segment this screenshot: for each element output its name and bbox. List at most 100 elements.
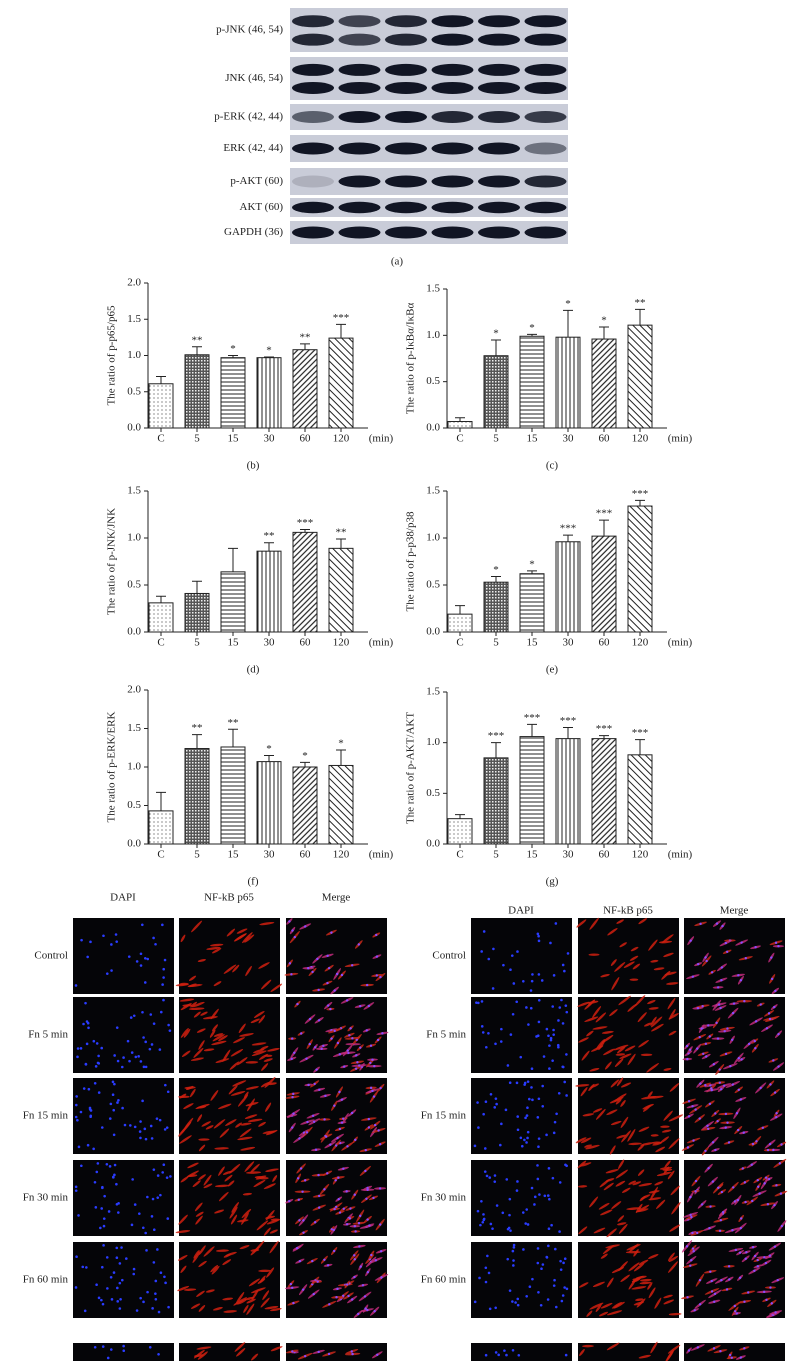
nucleus	[696, 1047, 699, 1050]
nucleus	[361, 1284, 365, 1287]
nucleus	[306, 1120, 309, 1124]
cell	[633, 1262, 645, 1272]
nucleus	[156, 1196, 160, 1199]
nucleus	[500, 1122, 503, 1126]
nucleus	[715, 1021, 718, 1025]
nucleus	[351, 1037, 354, 1040]
cell	[638, 1126, 650, 1132]
nucleus	[365, 1029, 368, 1032]
nucleus	[505, 1178, 509, 1181]
cell	[633, 1249, 639, 1257]
cell	[617, 1222, 627, 1226]
x-tick-label: 30	[563, 433, 575, 445]
nucleus	[701, 1005, 704, 1008]
nucleus	[477, 1001, 480, 1005]
nucleus	[343, 1065, 346, 1068]
nucleus	[113, 1163, 117, 1167]
nucleus	[512, 1243, 516, 1247]
nucleus	[109, 1102, 113, 1106]
bar	[148, 810, 174, 845]
x-tick-label: 15	[527, 637, 539, 649]
cell	[663, 1110, 673, 1121]
nucleus	[563, 1286, 566, 1289]
nucleus	[687, 1100, 691, 1103]
nucleus	[509, 1033, 513, 1036]
nucleus	[149, 1013, 153, 1016]
cell	[620, 1116, 629, 1129]
cell	[611, 976, 620, 991]
cell	[198, 1304, 206, 1312]
nucleus	[525, 1114, 529, 1117]
nucleus	[762, 1290, 766, 1294]
cell	[210, 1090, 219, 1101]
nucleus	[727, 1141, 731, 1144]
cell	[214, 1184, 230, 1188]
nucleus	[75, 1255, 78, 1258]
cell	[198, 1040, 205, 1050]
nucleus	[113, 1054, 116, 1057]
nucleus	[340, 973, 344, 977]
nucleus	[768, 1142, 772, 1146]
cell	[224, 1174, 233, 1182]
nucleus	[696, 1006, 700, 1010]
nucleus	[117, 1211, 120, 1214]
significance: ***	[488, 730, 505, 742]
nucleus	[508, 1289, 512, 1292]
nucleus	[133, 1203, 137, 1206]
x-tick-label: 15	[228, 849, 240, 861]
cell	[663, 1299, 675, 1305]
nucleus	[341, 1294, 345, 1297]
micrograph	[286, 1078, 387, 1154]
blot-band	[478, 15, 520, 28]
nucleus	[356, 1061, 359, 1064]
nucleus	[142, 1300, 145, 1304]
nucleus	[336, 1287, 339, 1291]
nucleus	[693, 1309, 696, 1312]
cell	[246, 1303, 255, 1315]
cell	[600, 1302, 613, 1309]
cell	[236, 1299, 247, 1305]
nucleus	[547, 1244, 550, 1248]
nucleus	[367, 1004, 371, 1008]
blot-strip	[290, 8, 568, 52]
micrograph	[286, 1160, 387, 1236]
cell	[203, 1174, 212, 1186]
nucleus	[112, 1271, 116, 1274]
nucleus	[484, 1266, 488, 1270]
cell	[263, 1183, 276, 1190]
cell	[587, 1000, 599, 1004]
cell	[245, 1171, 261, 1174]
nucleus	[103, 1194, 106, 1198]
cell	[239, 1245, 250, 1250]
blot-band	[478, 226, 520, 239]
cell	[229, 1206, 238, 1219]
nucleus	[88, 1108, 92, 1111]
nucleus	[563, 1257, 567, 1260]
cell	[613, 1044, 629, 1051]
nucleus	[699, 1082, 702, 1085]
nucleus	[720, 966, 724, 969]
nucleus	[338, 1127, 342, 1131]
cell	[180, 934, 186, 943]
nucleus	[484, 1280, 488, 1284]
nucleus	[369, 1086, 373, 1090]
cell	[246, 1298, 256, 1304]
cell	[198, 1144, 206, 1152]
nucleus	[744, 1257, 747, 1260]
nucleus	[521, 1211, 525, 1214]
blot-band	[385, 81, 427, 94]
micrograph	[471, 1160, 572, 1236]
nucleus	[531, 973, 534, 976]
nucleus	[566, 952, 570, 955]
bar	[627, 505, 653, 633]
blot-band	[478, 111, 520, 123]
nucleus	[774, 941, 778, 944]
nucleus	[132, 1272, 136, 1276]
nucleus	[335, 972, 339, 976]
nucleus	[334, 1144, 338, 1147]
y-tick-label: 0.0	[426, 626, 440, 638]
nucleus	[773, 1091, 777, 1094]
cell	[628, 1180, 637, 1185]
nucleus	[485, 1045, 488, 1049]
cell	[225, 1119, 237, 1126]
